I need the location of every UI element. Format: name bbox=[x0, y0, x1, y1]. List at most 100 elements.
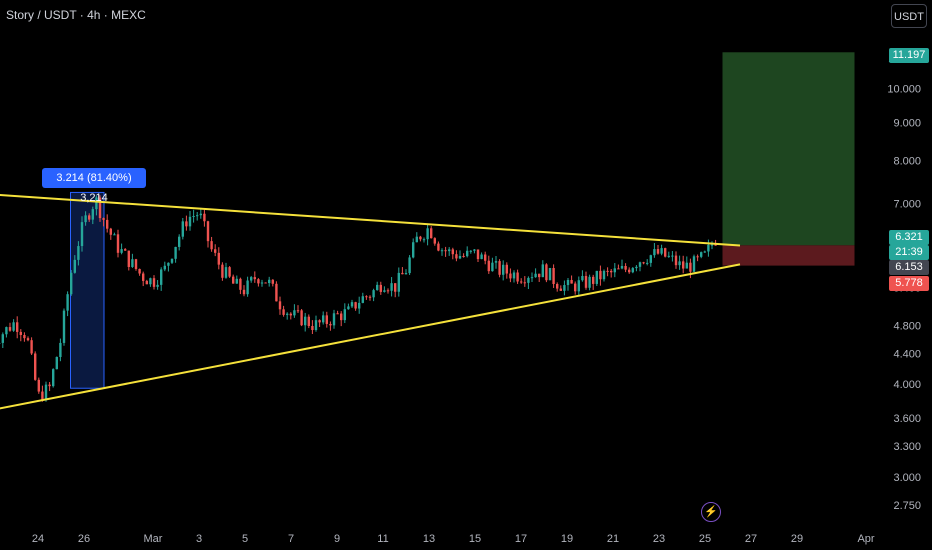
candle-body bbox=[5, 327, 8, 335]
currency-button[interactable]: USDT bbox=[891, 4, 927, 28]
x-tick-label: 19 bbox=[561, 533, 573, 545]
candle-body bbox=[390, 283, 393, 291]
candle-body bbox=[365, 296, 368, 298]
candle-body bbox=[581, 275, 584, 281]
candle-body bbox=[332, 313, 336, 326]
candle-body bbox=[631, 268, 634, 273]
candle-body bbox=[12, 322, 15, 331]
candle-body bbox=[422, 239, 426, 241]
candle-body bbox=[408, 257, 411, 274]
candle-body bbox=[120, 249, 123, 253]
lower-trendline bbox=[0, 263, 741, 410]
candle-body bbox=[494, 261, 498, 263]
candle-body bbox=[246, 280, 249, 295]
candle-body bbox=[257, 279, 260, 284]
candle-body bbox=[368, 296, 372, 298]
candle-body bbox=[538, 273, 541, 278]
x-tick-label: 27 bbox=[745, 533, 757, 545]
candle-body bbox=[476, 249, 480, 260]
candle-body bbox=[343, 309, 346, 321]
candle-body bbox=[541, 264, 544, 278]
candle-body bbox=[512, 272, 516, 279]
candle-body bbox=[412, 242, 415, 258]
candle-body bbox=[264, 282, 267, 284]
candle-body bbox=[145, 280, 148, 285]
candle-body bbox=[440, 250, 444, 252]
candle-body bbox=[293, 310, 296, 316]
candle-body bbox=[552, 268, 555, 285]
candle-body bbox=[304, 316, 307, 326]
candle-body bbox=[451, 249, 454, 255]
candle-body bbox=[48, 384, 51, 387]
candle-body bbox=[102, 218, 105, 220]
candle-body bbox=[224, 267, 228, 278]
countdown-badge: 21:39 bbox=[889, 245, 929, 260]
candle-body bbox=[41, 391, 44, 401]
candle-body bbox=[1, 334, 4, 343]
y-tick-label: 4.000 bbox=[893, 379, 921, 391]
candle-body bbox=[77, 246, 80, 260]
upper-trendline bbox=[0, 193, 741, 247]
candle-body bbox=[203, 213, 206, 222]
y-tick-label: 4.800 bbox=[893, 320, 921, 332]
candle-body bbox=[448, 249, 451, 252]
candle-body bbox=[361, 296, 364, 303]
x-tick-label: Apr bbox=[857, 533, 874, 545]
candle-body bbox=[314, 320, 318, 331]
candle-body bbox=[487, 260, 490, 272]
candle-body bbox=[401, 272, 404, 275]
candle-body bbox=[152, 278, 156, 287]
x-tick-label: 15 bbox=[469, 533, 481, 545]
candle-body bbox=[473, 249, 476, 251]
y-tick-label: 3.000 bbox=[893, 472, 921, 484]
candle-body bbox=[23, 335, 26, 339]
candle-body bbox=[350, 302, 354, 307]
candle-body bbox=[638, 262, 642, 267]
candle-body bbox=[325, 315, 328, 324]
candle-body bbox=[530, 277, 534, 279]
candle-body bbox=[206, 221, 210, 242]
candle-body bbox=[106, 219, 109, 229]
candle-body bbox=[311, 326, 314, 331]
candle-body bbox=[545, 264, 548, 281]
x-tick-label: Mar bbox=[144, 533, 163, 545]
candle-body bbox=[8, 327, 12, 331]
candle-body bbox=[480, 254, 483, 260]
candle-body bbox=[336, 313, 339, 315]
candle-body bbox=[624, 265, 627, 270]
candle-body bbox=[566, 279, 570, 286]
candle-body bbox=[714, 244, 717, 246]
candle-body bbox=[602, 270, 606, 280]
candle-body bbox=[502, 264, 505, 275]
candle-body bbox=[671, 255, 674, 257]
profit-zone bbox=[722, 52, 855, 246]
y-tick-label: 2.750 bbox=[893, 500, 921, 512]
candle-body bbox=[52, 369, 55, 387]
candle-body bbox=[584, 275, 588, 288]
candle-body bbox=[124, 249, 127, 251]
candle-body bbox=[469, 250, 472, 252]
candle-body bbox=[674, 255, 678, 266]
candle-body bbox=[664, 248, 667, 257]
lightning-icon[interactable]: ⚡ bbox=[701, 502, 721, 522]
chart-title: Story / USDT · 4h · MEXC bbox=[6, 8, 146, 22]
x-tick-label: 9 bbox=[334, 533, 340, 545]
candle-body bbox=[59, 342, 62, 358]
candle-body bbox=[509, 273, 512, 279]
candle-body bbox=[322, 315, 325, 323]
candle-body bbox=[178, 236, 181, 247]
candle-body bbox=[30, 340, 33, 354]
candle-body bbox=[80, 222, 84, 247]
candle-body bbox=[588, 276, 591, 288]
candle-body bbox=[329, 323, 332, 326]
candle-body bbox=[163, 265, 166, 270]
candle-body bbox=[415, 236, 418, 243]
y-tick-label: 7.000 bbox=[893, 199, 921, 211]
candle-body bbox=[138, 268, 141, 274]
candle-body bbox=[37, 379, 40, 392]
candle-body bbox=[372, 290, 375, 298]
candle-body bbox=[26, 338, 30, 341]
candle-body bbox=[667, 255, 670, 257]
candle-body bbox=[232, 276, 235, 284]
